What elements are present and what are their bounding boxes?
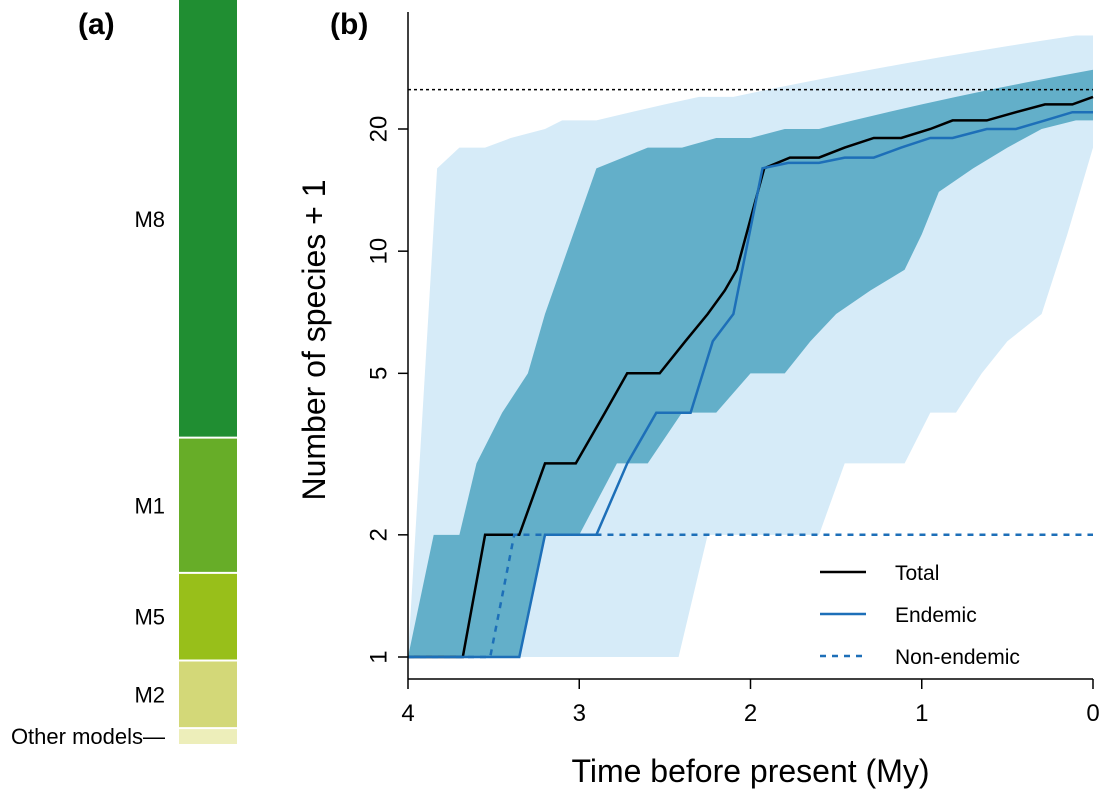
- panel-b-label: (b): [330, 8, 368, 41]
- segment-m8: [179, 0, 237, 438]
- model-stack: M8 M1 M5 M2 Other models—: [11, 0, 237, 749]
- y-tick-label: 5: [365, 367, 392, 380]
- x-tick-label: 4: [401, 700, 414, 727]
- y-tick-label: 2: [365, 528, 392, 541]
- y-axis: 1 2 5 10 20: [365, 12, 409, 679]
- segment-label: M5: [134, 605, 165, 630]
- segment-m1: [179, 437, 237, 573]
- segment-m5: [179, 572, 237, 661]
- panel-a-label: (a): [78, 8, 115, 41]
- legend-label: Total: [895, 562, 939, 585]
- x-tick-label: 3: [573, 700, 586, 727]
- credible-bands: [408, 35, 1093, 658]
- segment-other-models: [179, 728, 237, 744]
- inner-band: [408, 69, 1093, 657]
- segment-label: Other models—: [11, 724, 165, 749]
- y-tick-label: 20: [365, 116, 392, 143]
- legend: Total Endemic Non-endemic: [820, 562, 1020, 669]
- legend-label: Non-endemic: [895, 646, 1020, 669]
- series-lines: [408, 95, 1094, 659]
- x-axis: 4 3 2 1 0: [401, 678, 1100, 727]
- segment-label: M8: [134, 207, 165, 232]
- x-tick-label: 1: [915, 700, 928, 727]
- y-tick-label: 10: [365, 238, 392, 265]
- x-axis-title: Time before present (My): [571, 753, 929, 789]
- panel-a: (a) M8 M1 M5 M2 Other models—: [11, 0, 237, 749]
- y-tick-label: 1: [365, 650, 392, 663]
- legend-label: Endemic: [895, 604, 977, 627]
- series-endemic: [408, 110, 1093, 659]
- x-tick-label: 2: [744, 700, 757, 727]
- segment-label: M1: [134, 493, 165, 518]
- segment-label: M2: [134, 682, 165, 707]
- segment-m2: [179, 660, 237, 729]
- series-total: [408, 95, 1094, 659]
- x-tick-label: 0: [1086, 700, 1099, 727]
- series-non-endemic: [408, 533, 1093, 659]
- y-axis-title: Number of species + 1: [296, 179, 332, 500]
